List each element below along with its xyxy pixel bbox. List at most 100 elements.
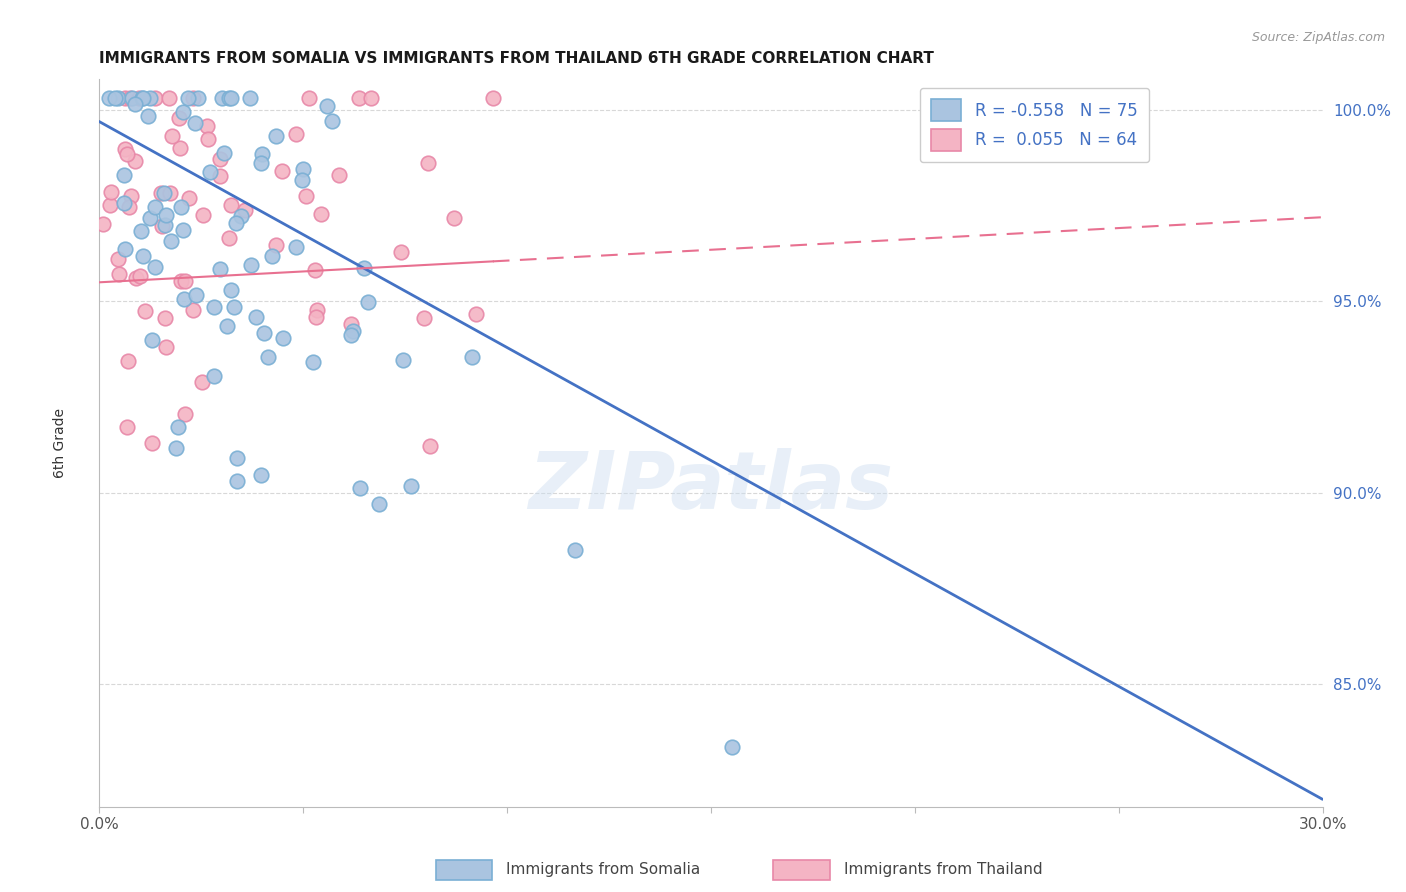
Point bbox=[128, 269, 150, 284]
Point bbox=[271, 331, 294, 345]
Point bbox=[159, 186, 181, 200]
Point bbox=[108, 268, 131, 282]
Point bbox=[153, 186, 176, 201]
Point bbox=[181, 302, 204, 317]
Legend: R = -0.558   N = 75, R =  0.055   N = 64: R = -0.558 N = 75, R = 0.055 N = 64 bbox=[920, 87, 1149, 162]
Point bbox=[217, 319, 239, 334]
Point bbox=[222, 300, 245, 314]
Point bbox=[212, 146, 235, 161]
Point bbox=[91, 217, 114, 231]
Point bbox=[347, 91, 370, 105]
Point bbox=[145, 260, 167, 274]
Point bbox=[195, 120, 218, 134]
Point bbox=[304, 263, 326, 277]
Point bbox=[295, 188, 318, 202]
Point bbox=[231, 209, 253, 223]
Point bbox=[221, 91, 243, 105]
Point bbox=[309, 207, 332, 221]
Point bbox=[174, 274, 197, 288]
Point bbox=[225, 474, 247, 488]
Point bbox=[139, 211, 162, 226]
Point bbox=[121, 91, 143, 105]
Point bbox=[250, 147, 273, 161]
Point bbox=[209, 262, 232, 277]
Point bbox=[721, 740, 744, 755]
Point bbox=[117, 200, 139, 214]
Point bbox=[117, 420, 139, 434]
Point bbox=[200, 165, 222, 179]
Point bbox=[128, 91, 150, 105]
Point bbox=[264, 238, 287, 252]
Point bbox=[117, 354, 139, 368]
Point bbox=[256, 350, 278, 364]
Point bbox=[138, 91, 160, 105]
Point bbox=[184, 116, 207, 130]
Point bbox=[191, 208, 214, 222]
Point bbox=[291, 173, 314, 187]
Point bbox=[132, 249, 155, 263]
Point bbox=[153, 310, 176, 325]
Point bbox=[159, 235, 181, 249]
Point bbox=[170, 274, 193, 288]
Point bbox=[209, 152, 232, 166]
Text: 6th Grade: 6th Grade bbox=[53, 409, 67, 478]
Point bbox=[342, 324, 364, 338]
Point bbox=[166, 420, 188, 434]
Point bbox=[357, 295, 380, 310]
Point bbox=[149, 186, 172, 200]
Point bbox=[239, 91, 262, 105]
Point bbox=[202, 300, 225, 314]
Point bbox=[131, 91, 153, 105]
Point bbox=[389, 245, 412, 260]
Point bbox=[143, 200, 166, 214]
Point bbox=[399, 478, 422, 492]
Point bbox=[107, 252, 129, 267]
Point bbox=[174, 407, 197, 421]
Point bbox=[285, 239, 308, 253]
Point bbox=[250, 467, 273, 482]
Point bbox=[177, 91, 200, 105]
Point bbox=[284, 127, 307, 141]
Point bbox=[419, 439, 441, 453]
Point bbox=[461, 351, 484, 365]
Point bbox=[328, 168, 350, 182]
Point bbox=[240, 258, 263, 272]
Point bbox=[443, 211, 465, 225]
Text: Immigrants from Somalia: Immigrants from Somalia bbox=[506, 863, 700, 877]
Point bbox=[134, 303, 156, 318]
Point bbox=[340, 327, 363, 342]
Point bbox=[305, 302, 328, 317]
Point bbox=[172, 223, 194, 237]
Point bbox=[177, 190, 200, 204]
Point bbox=[143, 91, 166, 105]
Point bbox=[167, 112, 190, 126]
Point bbox=[367, 497, 389, 511]
Text: IMMIGRANTS FROM SOMALIA VS IMMIGRANTS FROM THAILAND 6TH GRADE CORRELATION CHART: IMMIGRANTS FROM SOMALIA VS IMMIGRANTS FR… bbox=[98, 51, 934, 66]
Point bbox=[170, 200, 193, 214]
Point bbox=[112, 168, 135, 182]
Point bbox=[298, 91, 321, 105]
Point bbox=[233, 203, 256, 218]
Point bbox=[114, 91, 136, 105]
Point bbox=[271, 164, 294, 178]
Point bbox=[181, 91, 204, 105]
Point bbox=[221, 198, 243, 212]
Point bbox=[150, 219, 173, 234]
Point bbox=[186, 91, 208, 105]
Point bbox=[131, 224, 153, 238]
Point bbox=[107, 91, 129, 105]
Point bbox=[141, 436, 163, 450]
Point bbox=[264, 129, 287, 144]
Point bbox=[564, 543, 586, 558]
Point bbox=[225, 450, 247, 465]
Point bbox=[155, 208, 177, 222]
Point bbox=[360, 91, 382, 105]
Point bbox=[115, 147, 138, 161]
Point bbox=[98, 198, 121, 212]
Point bbox=[120, 91, 142, 105]
Point bbox=[136, 109, 159, 123]
Point bbox=[418, 156, 440, 170]
Point bbox=[262, 249, 284, 263]
Point bbox=[155, 339, 177, 353]
Point bbox=[153, 218, 176, 232]
